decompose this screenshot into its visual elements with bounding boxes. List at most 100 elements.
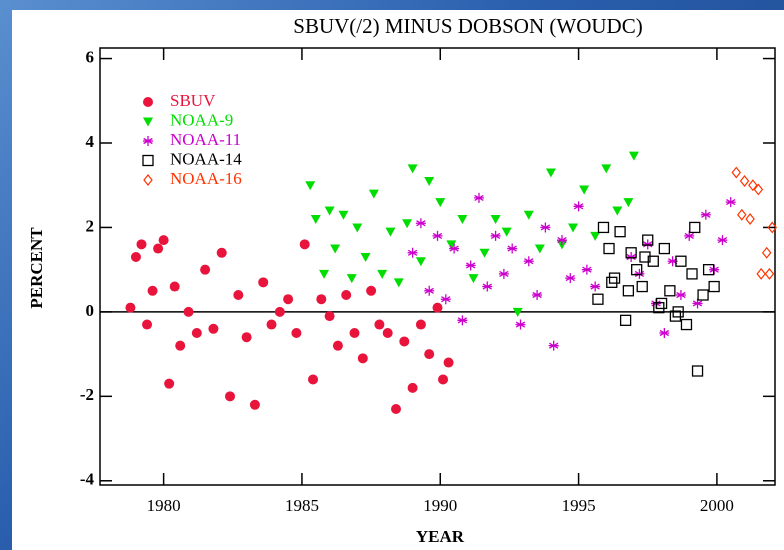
point bbox=[415, 218, 426, 229]
point bbox=[619, 314, 632, 326]
point bbox=[352, 223, 363, 233]
point bbox=[545, 168, 556, 178]
point bbox=[274, 306, 285, 317]
point bbox=[737, 208, 747, 221]
legend-label: NOAA-16 bbox=[170, 169, 242, 188]
point bbox=[310, 215, 321, 224]
point bbox=[548, 340, 559, 351]
point bbox=[606, 276, 618, 288]
y-tick-label: -4 bbox=[80, 470, 95, 489]
point bbox=[349, 328, 360, 338]
point bbox=[625, 247, 637, 259]
point bbox=[346, 274, 357, 284]
point bbox=[664, 285, 676, 297]
y-tick-label: 0 bbox=[86, 301, 95, 320]
point bbox=[374, 319, 385, 330]
point bbox=[415, 257, 426, 267]
x-tick-label: 1985 bbox=[285, 496, 319, 515]
point bbox=[748, 179, 758, 192]
point bbox=[153, 243, 164, 254]
point bbox=[308, 374, 319, 385]
point bbox=[568, 223, 579, 233]
point bbox=[659, 328, 670, 338]
point bbox=[608, 272, 621, 284]
x-tick-label: 1980 bbox=[147, 496, 181, 515]
plot-frame bbox=[99, 47, 776, 486]
y-axis-label: PERCENT bbox=[27, 227, 46, 309]
point bbox=[125, 302, 136, 313]
point bbox=[590, 281, 601, 292]
point bbox=[658, 242, 670, 255]
point bbox=[725, 197, 736, 208]
legend-label: SBUV bbox=[170, 91, 216, 110]
point bbox=[473, 192, 484, 203]
point bbox=[700, 209, 711, 220]
point bbox=[498, 268, 509, 279]
point bbox=[507, 243, 518, 254]
point bbox=[680, 318, 693, 331]
point bbox=[435, 198, 446, 208]
point bbox=[233, 290, 244, 300]
point bbox=[556, 235, 567, 246]
point bbox=[597, 221, 610, 234]
point bbox=[330, 244, 341, 254]
legend-label: NOAA-14 bbox=[170, 149, 242, 168]
point bbox=[573, 201, 584, 212]
point bbox=[357, 353, 368, 364]
point bbox=[169, 281, 180, 292]
point bbox=[479, 248, 490, 258]
point bbox=[324, 311, 335, 322]
point bbox=[579, 185, 590, 195]
point bbox=[385, 227, 396, 237]
point bbox=[592, 293, 604, 305]
point bbox=[366, 285, 377, 296]
point bbox=[446, 240, 457, 250]
legend-marker bbox=[143, 97, 153, 107]
x-tick-label: 2000 bbox=[700, 496, 734, 515]
point bbox=[684, 230, 695, 241]
point bbox=[332, 340, 343, 351]
point bbox=[407, 164, 418, 174]
point bbox=[158, 235, 169, 246]
point bbox=[490, 215, 501, 224]
point bbox=[565, 273, 576, 284]
point bbox=[432, 230, 443, 241]
point bbox=[241, 332, 252, 343]
point bbox=[338, 210, 349, 220]
point bbox=[164, 378, 175, 389]
point bbox=[501, 227, 512, 237]
point bbox=[399, 336, 410, 347]
point bbox=[183, 306, 194, 317]
point bbox=[341, 290, 352, 300]
point bbox=[490, 230, 501, 241]
point bbox=[639, 251, 651, 263]
point bbox=[407, 382, 418, 393]
point bbox=[756, 267, 766, 280]
point bbox=[675, 255, 687, 267]
legend-marker bbox=[143, 174, 153, 186]
point bbox=[642, 234, 654, 246]
point bbox=[440, 294, 451, 305]
point bbox=[634, 268, 645, 279]
point bbox=[142, 319, 153, 330]
point bbox=[424, 349, 435, 360]
y-tick-label: -2 bbox=[80, 385, 94, 404]
point bbox=[291, 328, 302, 338]
point bbox=[324, 206, 335, 216]
point bbox=[424, 177, 435, 186]
point bbox=[655, 297, 668, 310]
point bbox=[457, 315, 468, 326]
point bbox=[283, 294, 294, 305]
point bbox=[249, 399, 260, 410]
x-axis-label: YEAR bbox=[416, 527, 465, 546]
point bbox=[767, 221, 778, 234]
point bbox=[393, 278, 404, 288]
point bbox=[642, 239, 653, 250]
legend-label: NOAA-9 bbox=[170, 110, 233, 129]
point bbox=[540, 222, 551, 233]
point bbox=[647, 255, 659, 267]
point bbox=[675, 290, 686, 300]
point bbox=[208, 323, 219, 334]
point bbox=[130, 252, 141, 262]
